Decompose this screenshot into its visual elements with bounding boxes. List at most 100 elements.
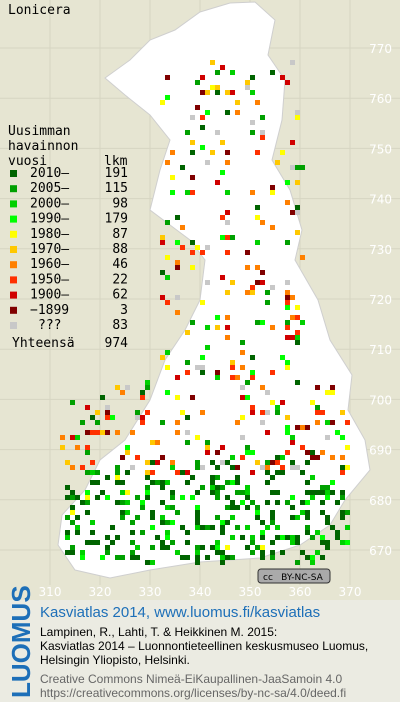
occurrence-square	[250, 535, 255, 540]
legend-label: 2000–	[30, 196, 69, 211]
occurrence-square	[200, 125, 205, 130]
occurrence-square	[270, 520, 275, 525]
occurrence-square	[320, 540, 325, 545]
occurrence-square	[215, 450, 220, 455]
occurrence-square	[125, 450, 130, 455]
occurrence-square	[275, 490, 280, 495]
occurrence-square	[165, 535, 170, 540]
occurrence-square	[90, 430, 95, 435]
occurrence-square	[260, 385, 265, 390]
occurrence-square	[340, 495, 345, 500]
occurrence-square	[200, 75, 205, 80]
legend-count: 191	[105, 166, 128, 181]
occurrence-square	[270, 555, 275, 560]
occurrence-square	[305, 425, 310, 430]
occurrence-square	[260, 115, 265, 120]
legend-column: vuosi	[8, 154, 47, 169]
occurrence-square	[215, 90, 220, 95]
occurrence-square	[85, 430, 90, 435]
occurrence-square	[230, 500, 235, 505]
occurrence-square	[125, 470, 130, 475]
occurrence-square	[75, 530, 80, 535]
legend-label: 1970–	[30, 242, 69, 257]
occurrence-square	[340, 435, 345, 440]
occurrence-square	[150, 515, 155, 520]
occurrence-square	[80, 465, 85, 470]
occurrence-square	[245, 525, 250, 530]
occurrence-square	[80, 420, 85, 425]
occurrence-square	[265, 430, 270, 435]
occurrence-square	[200, 355, 205, 360]
occurrence-square	[135, 455, 140, 460]
occurrence-square	[95, 430, 100, 435]
occurrence-square	[230, 375, 235, 380]
occurrence-square	[145, 485, 150, 490]
occurrence-square	[315, 385, 320, 390]
logo: LUOMUS	[6, 585, 36, 698]
occurrence-square	[170, 190, 175, 195]
legend-swatch	[10, 170, 17, 177]
occurrence-square	[325, 420, 330, 425]
occurrence-square	[180, 165, 185, 170]
occurrence-square	[175, 240, 180, 245]
occurrence-square	[175, 215, 180, 220]
occurrence-square	[255, 460, 260, 465]
occurrence-square	[160, 355, 165, 360]
occurrence-square	[250, 540, 255, 545]
occurrence-square	[295, 315, 300, 320]
occurrence-square	[205, 525, 210, 530]
occurrence-square	[160, 270, 165, 275]
occurrence-square	[270, 475, 275, 480]
occurrence-square	[65, 495, 70, 500]
occurrence-square	[345, 540, 350, 545]
occurrence-square	[230, 90, 235, 95]
occurrence-square	[150, 460, 155, 465]
occurrence-square	[220, 275, 225, 280]
occurrence-square	[170, 505, 175, 510]
occurrence-square	[110, 525, 115, 530]
occurrence-square	[310, 455, 315, 460]
occurrence-square	[225, 335, 230, 340]
occurrence-square	[115, 475, 120, 480]
y-grid-label: 670	[369, 544, 392, 558]
occurrence-square	[245, 85, 250, 90]
occurrence-square	[165, 545, 170, 550]
legend-count: 62	[112, 288, 128, 303]
occurrence-square	[295, 330, 300, 335]
occurrence-square	[245, 290, 250, 295]
occurrence-square	[345, 420, 350, 425]
occurrence-square	[245, 395, 250, 400]
occurrence-square	[195, 245, 200, 250]
occurrence-square	[175, 470, 180, 475]
occurrence-square	[225, 250, 230, 255]
occurrence-square	[285, 180, 290, 185]
legend-swatch	[10, 215, 17, 223]
occurrence-square	[180, 245, 185, 250]
occurrence-square	[60, 435, 65, 440]
occurrence-square	[235, 525, 240, 530]
occurrence-square	[270, 370, 275, 375]
occurrence-square	[160, 520, 165, 525]
occurrence-square	[130, 465, 135, 470]
occurrence-square	[145, 475, 150, 480]
occurrence-square	[120, 555, 125, 560]
occurrence-square	[290, 210, 295, 215]
occurrence-square	[225, 505, 230, 510]
citation-line: Helsingin Yliopisto, Helsinki.	[40, 653, 190, 667]
legend-column: lkm	[104, 154, 128, 169]
occurrence-square	[145, 385, 150, 390]
occurrence-square	[225, 325, 230, 330]
occurrence-square	[265, 465, 270, 470]
occurrence-square	[175, 310, 180, 315]
legend-count: 83	[112, 318, 128, 333]
occurrence-square	[145, 470, 150, 475]
occurrence-square	[260, 270, 265, 275]
occurrence-square	[115, 480, 120, 485]
occurrence-square	[185, 330, 190, 335]
occurrence-square	[290, 535, 295, 540]
occurrence-square	[260, 545, 265, 550]
occurrence-square	[245, 80, 250, 85]
occurrence-square	[300, 255, 305, 260]
occurrence-square	[125, 510, 130, 515]
occurrence-square	[250, 470, 255, 475]
